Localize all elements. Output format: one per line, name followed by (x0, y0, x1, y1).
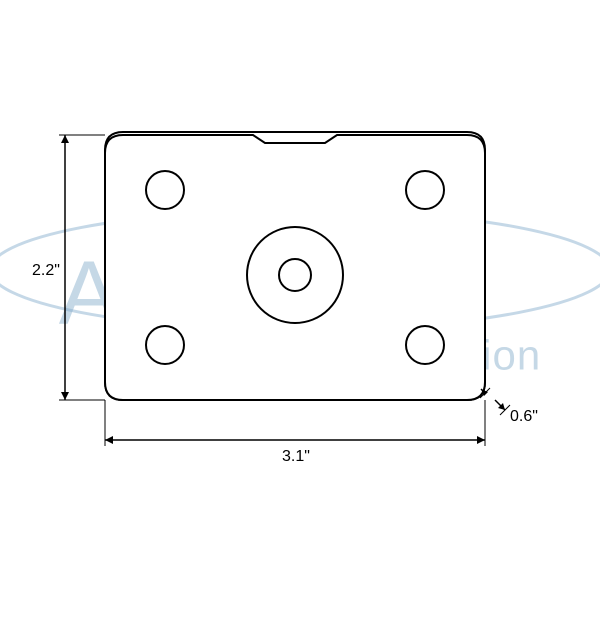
mounting-hole-2 (146, 326, 184, 364)
dimension-height-label: 2.2" (32, 262, 60, 280)
diagram-stage: Absolute Automation 2.2" 3.1" 0.6" (0, 0, 600, 622)
technical-drawing (0, 0, 600, 622)
mounting-hole-3 (406, 326, 444, 364)
center-boss-inner (279, 259, 311, 291)
dimension-thickness-label: 0.6" (510, 408, 538, 426)
dimension-width-label: 3.1" (282, 448, 310, 466)
mounting-hole-0 (146, 171, 184, 209)
mounting-hole-1 (406, 171, 444, 209)
